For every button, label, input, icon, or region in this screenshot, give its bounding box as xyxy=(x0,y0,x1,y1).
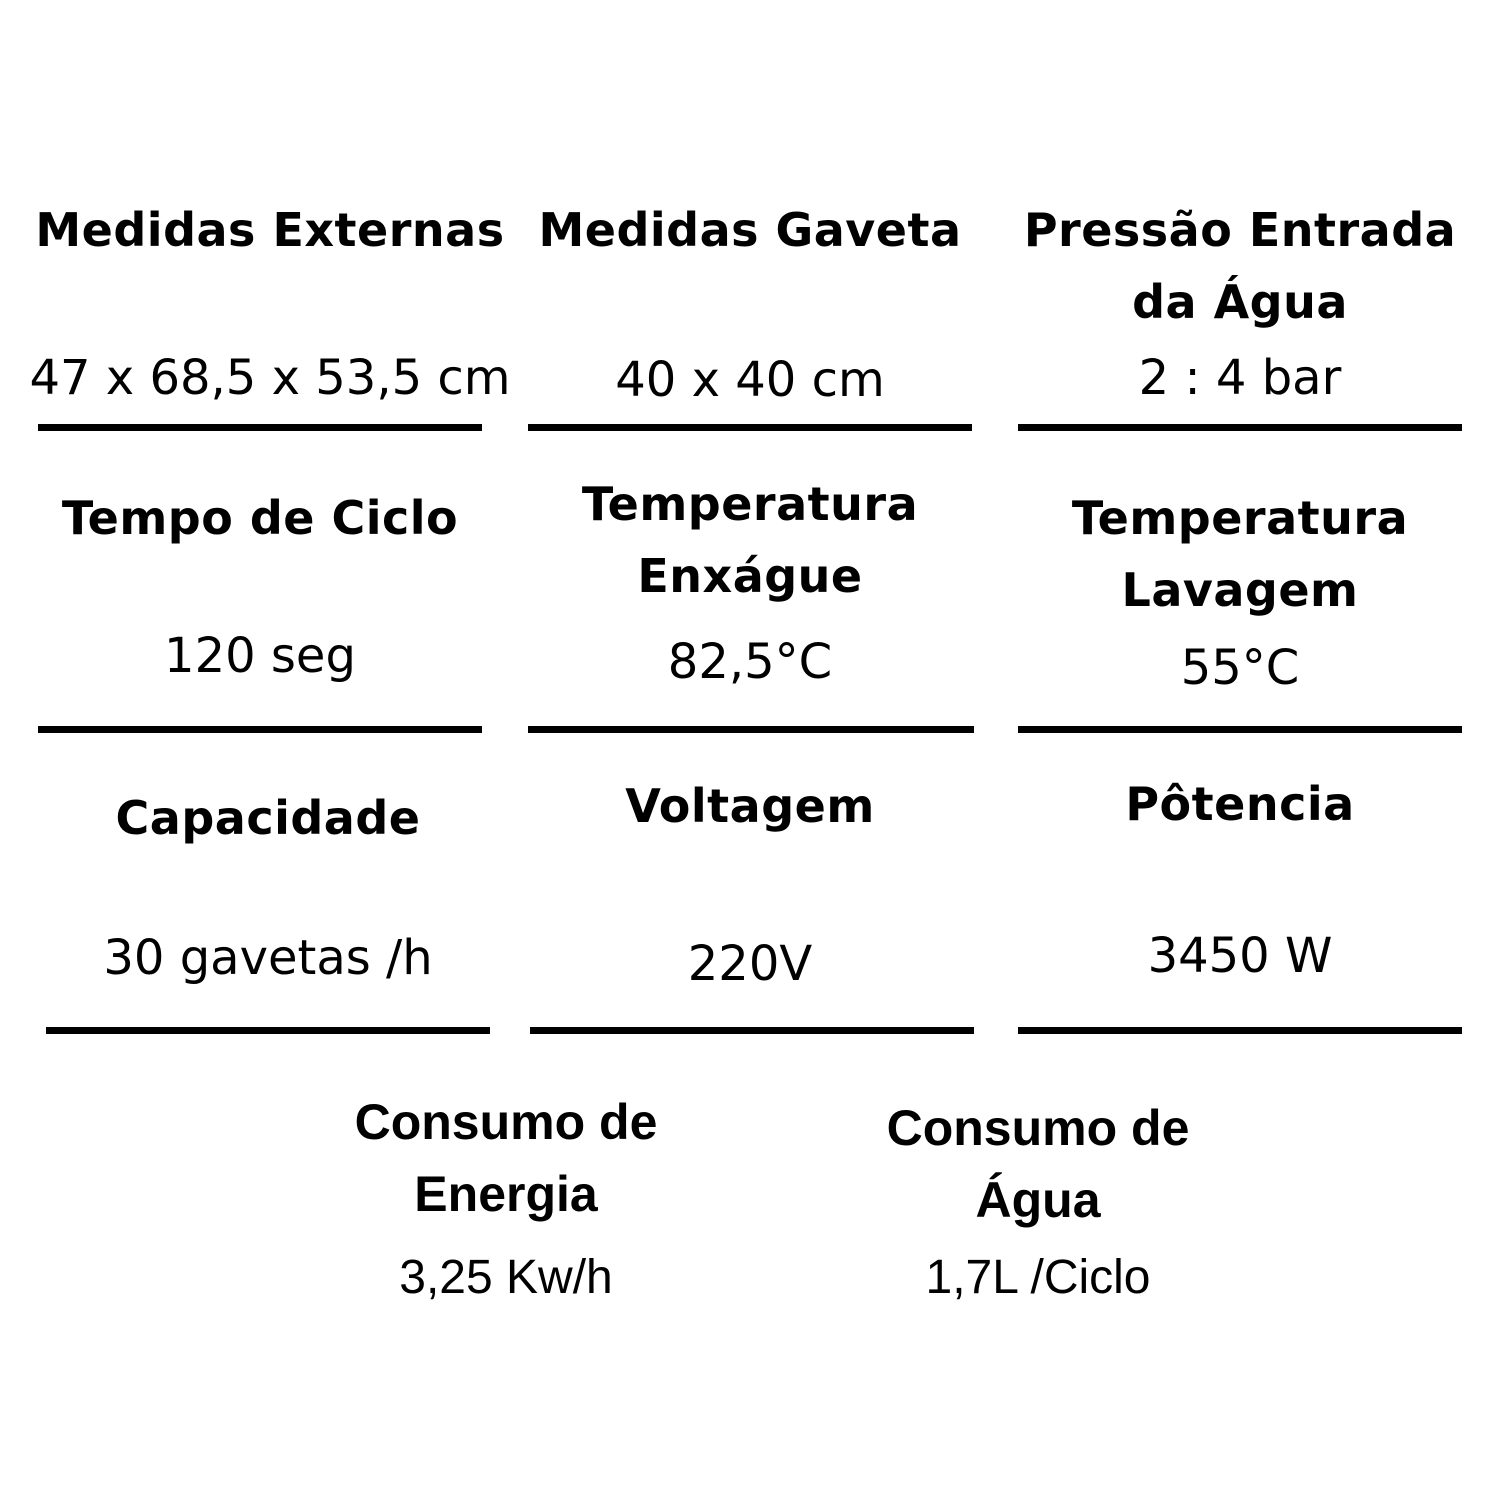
spec-value: 40 x 40 cm xyxy=(615,352,885,408)
divider-line xyxy=(38,424,482,431)
divider-line xyxy=(528,424,972,431)
spec-title: Temperatura xyxy=(1071,491,1409,545)
spec-value: 2 : 4 bar xyxy=(1138,350,1342,406)
spec-title: Pôtencia xyxy=(1125,777,1355,831)
spec-drawer-dimensions: Medidas Gaveta 40 x 40 cm xyxy=(500,190,1000,440)
spec-wash-temperature: Temperatura Lavagem 55°C xyxy=(990,480,1490,730)
spec-value: 47 x 68,5 x 53,5 cm xyxy=(29,350,511,406)
divider-line xyxy=(46,1027,490,1034)
divider-line xyxy=(38,726,482,733)
divider-line xyxy=(1018,726,1462,733)
spec-title: Temperatura xyxy=(581,477,919,531)
spec-value: 1,7L /Ciclo xyxy=(925,1251,1151,1304)
spec-external-dimensions: Medidas Externas 47 x 68,5 x 53,5 cm xyxy=(20,190,520,440)
spec-title: Enxágue xyxy=(637,549,863,603)
spec-title: Medidas Externas xyxy=(35,203,505,257)
spec-title: Água xyxy=(975,1172,1101,1228)
spec-title: Tempo de Ciclo xyxy=(61,491,459,545)
spec-title: Pressão Entrada xyxy=(1023,203,1457,257)
spec-value: 120 seg xyxy=(164,628,356,684)
spec-voltage: Voltagem 220V xyxy=(500,770,1000,1020)
divider-line xyxy=(530,1027,974,1034)
spec-value: 55°C xyxy=(1180,640,1300,696)
spec-energy-consumption: Consumo de Energia 3,25 Kw/h xyxy=(256,1086,756,1326)
spec-title: Energia xyxy=(414,1166,598,1222)
divider-line xyxy=(1018,424,1462,431)
spec-value: 220V xyxy=(687,936,813,992)
spec-title: Voltagem xyxy=(625,779,875,833)
divider-line xyxy=(1018,1027,1462,1034)
spec-value: 82,5°C xyxy=(667,634,833,690)
divider-line xyxy=(528,726,974,733)
spec-water-consumption: Consumo de Água 1,7L /Ciclo xyxy=(788,1092,1288,1332)
spec-value: 30 gavetas /h xyxy=(103,930,433,986)
spec-title: Capacidade xyxy=(115,791,421,845)
spec-value: 3450 W xyxy=(1147,928,1333,984)
spec-power: Pôtencia 3450 W xyxy=(990,768,1490,1018)
spec-cycle-time: Tempo de Ciclo 120 seg xyxy=(10,480,510,730)
spec-capacity: Capacidade 30 gavetas /h xyxy=(18,782,518,1032)
spec-water-inlet-pressure: Pressão Entrada da Água 2 : 4 bar xyxy=(990,190,1490,440)
spec-value: 3,25 Kw/h xyxy=(399,1251,613,1304)
spec-rinse-temperature: Temperatura Enxágue 82,5°C xyxy=(500,466,1000,716)
spec-title: Medidas Gaveta xyxy=(538,203,962,257)
spec-title: Consumo de xyxy=(354,1094,658,1150)
spec-title: da Água xyxy=(1132,275,1348,329)
spec-title: Consumo de xyxy=(886,1100,1190,1156)
spec-title: Lavagem xyxy=(1121,563,1359,617)
